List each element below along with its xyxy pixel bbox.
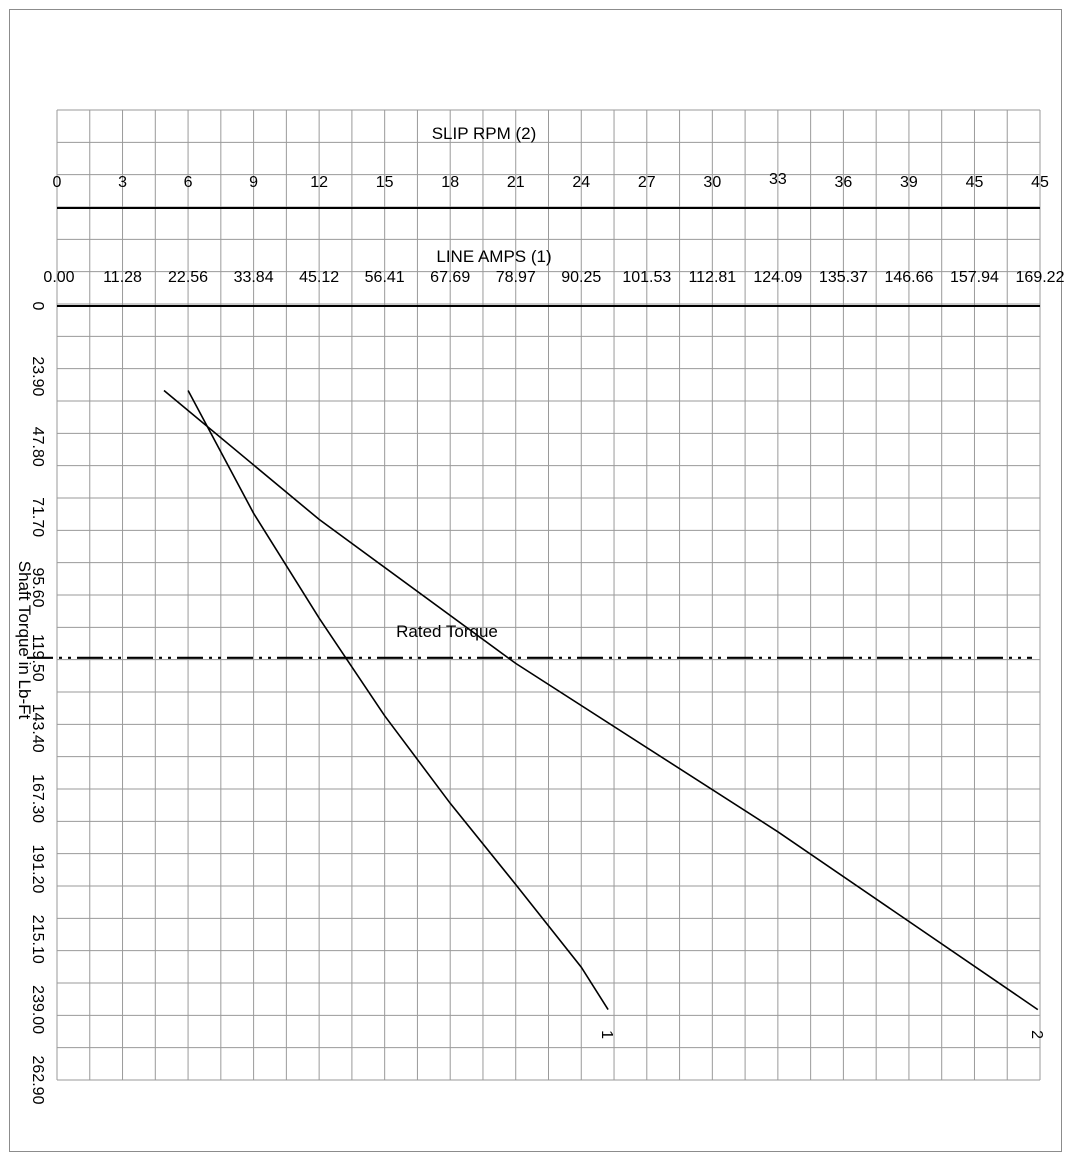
- slip-rpm-tick-label: 30: [703, 174, 721, 191]
- line-amps-tick-label: 78.97: [496, 269, 536, 286]
- line-amps-tick-label: 67.69: [430, 269, 470, 286]
- torque-tick-label: 191.20: [29, 844, 46, 893]
- line-amps-tick-label: 124.09: [753, 269, 802, 286]
- slip-rpm-tick-label: 39: [900, 174, 918, 191]
- slip-rpm-tick-label: 0: [53, 174, 62, 191]
- torque-tick-label: 95.60: [29, 567, 46, 607]
- series-line-2: [163, 389, 1039, 1011]
- shaft-torque-axis-title: Shaft Torque in Lb-Ft: [15, 561, 34, 720]
- slip-rpm-tick-label: 27: [638, 174, 656, 191]
- slip-rpm-tick-label: 3: [118, 174, 127, 191]
- slip-rpm-tick-label: 24: [572, 174, 590, 191]
- line-amps-tick-label: 101.53: [622, 269, 671, 286]
- series-lines: [163, 389, 1039, 1011]
- torque-tick-label: 119.50: [29, 634, 46, 682]
- line-amps-tick-label: 112.81: [688, 269, 736, 286]
- line-amps-tick-label: 33.84: [234, 269, 274, 286]
- slip-rpm-tick-label: 9: [249, 174, 258, 191]
- torque-tick-label: 215.10: [29, 915, 46, 964]
- slip-rpm-axis-title: SLIP RPM (2): [432, 124, 537, 143]
- line-amps-tick-label: 135.37: [819, 269, 868, 286]
- rated-torque-label: Rated Torque: [396, 622, 498, 641]
- line-amps-tick-label: 90.25: [561, 269, 601, 286]
- torque-tick-label: 23.90: [29, 356, 46, 396]
- series-line-1: [187, 390, 609, 1011]
- torque-tick-label: 0: [29, 302, 46, 311]
- slip-rpm-tick-label: 18: [441, 174, 459, 191]
- series-end-label-1: 1: [598, 1030, 615, 1039]
- torque-tick-label: 47.80: [29, 427, 46, 467]
- slip-rpm-tick-label: 15: [376, 174, 394, 191]
- series-end-label-2: 2: [1028, 1030, 1045, 1039]
- line-amps-tick-label: 11.28: [103, 269, 142, 286]
- line-amps-axis-title: LINE AMPS (1): [436, 247, 551, 266]
- line-amps-tick-label: 157.94: [950, 269, 999, 286]
- axis-labels: SLIP RPM (2) LINE AMPS (1) Shaft Torque …: [15, 124, 1065, 1105]
- torque-tick-label: 262.90: [29, 1056, 46, 1105]
- line-amps-tick-label: 22.56: [168, 269, 208, 286]
- slip-rpm-tick-label: 21: [507, 174, 525, 191]
- line-amps-tick-label: 45.12: [299, 269, 339, 286]
- torque-tick-label: 143.40: [29, 704, 46, 753]
- slip-rpm-tick-label: 45: [1031, 174, 1049, 191]
- slip-rpm-tick-label: 6: [184, 174, 193, 191]
- line-amps-tick-label: 146.66: [884, 269, 933, 286]
- slip-rpm-tick-label: 45: [966, 174, 984, 191]
- line-amps-tick-label: 169.22: [1016, 269, 1065, 286]
- torque-tick-label: 71.70: [29, 497, 46, 537]
- line-amps-tick-label: 56.41: [365, 269, 405, 286]
- slip-rpm-tick-label: 36: [835, 174, 853, 191]
- torque-tick-label: 239.00: [29, 985, 46, 1034]
- axis-rules: [57, 207, 1040, 307]
- slip-rpm-tick-label: 33: [769, 171, 787, 188]
- torque-tick-label: 167.30: [29, 774, 46, 823]
- chart-frame: [9, 9, 1062, 1152]
- line-amps-tick-label: 0.00: [43, 269, 74, 286]
- slip-rpm-tick-label: 12: [310, 174, 328, 191]
